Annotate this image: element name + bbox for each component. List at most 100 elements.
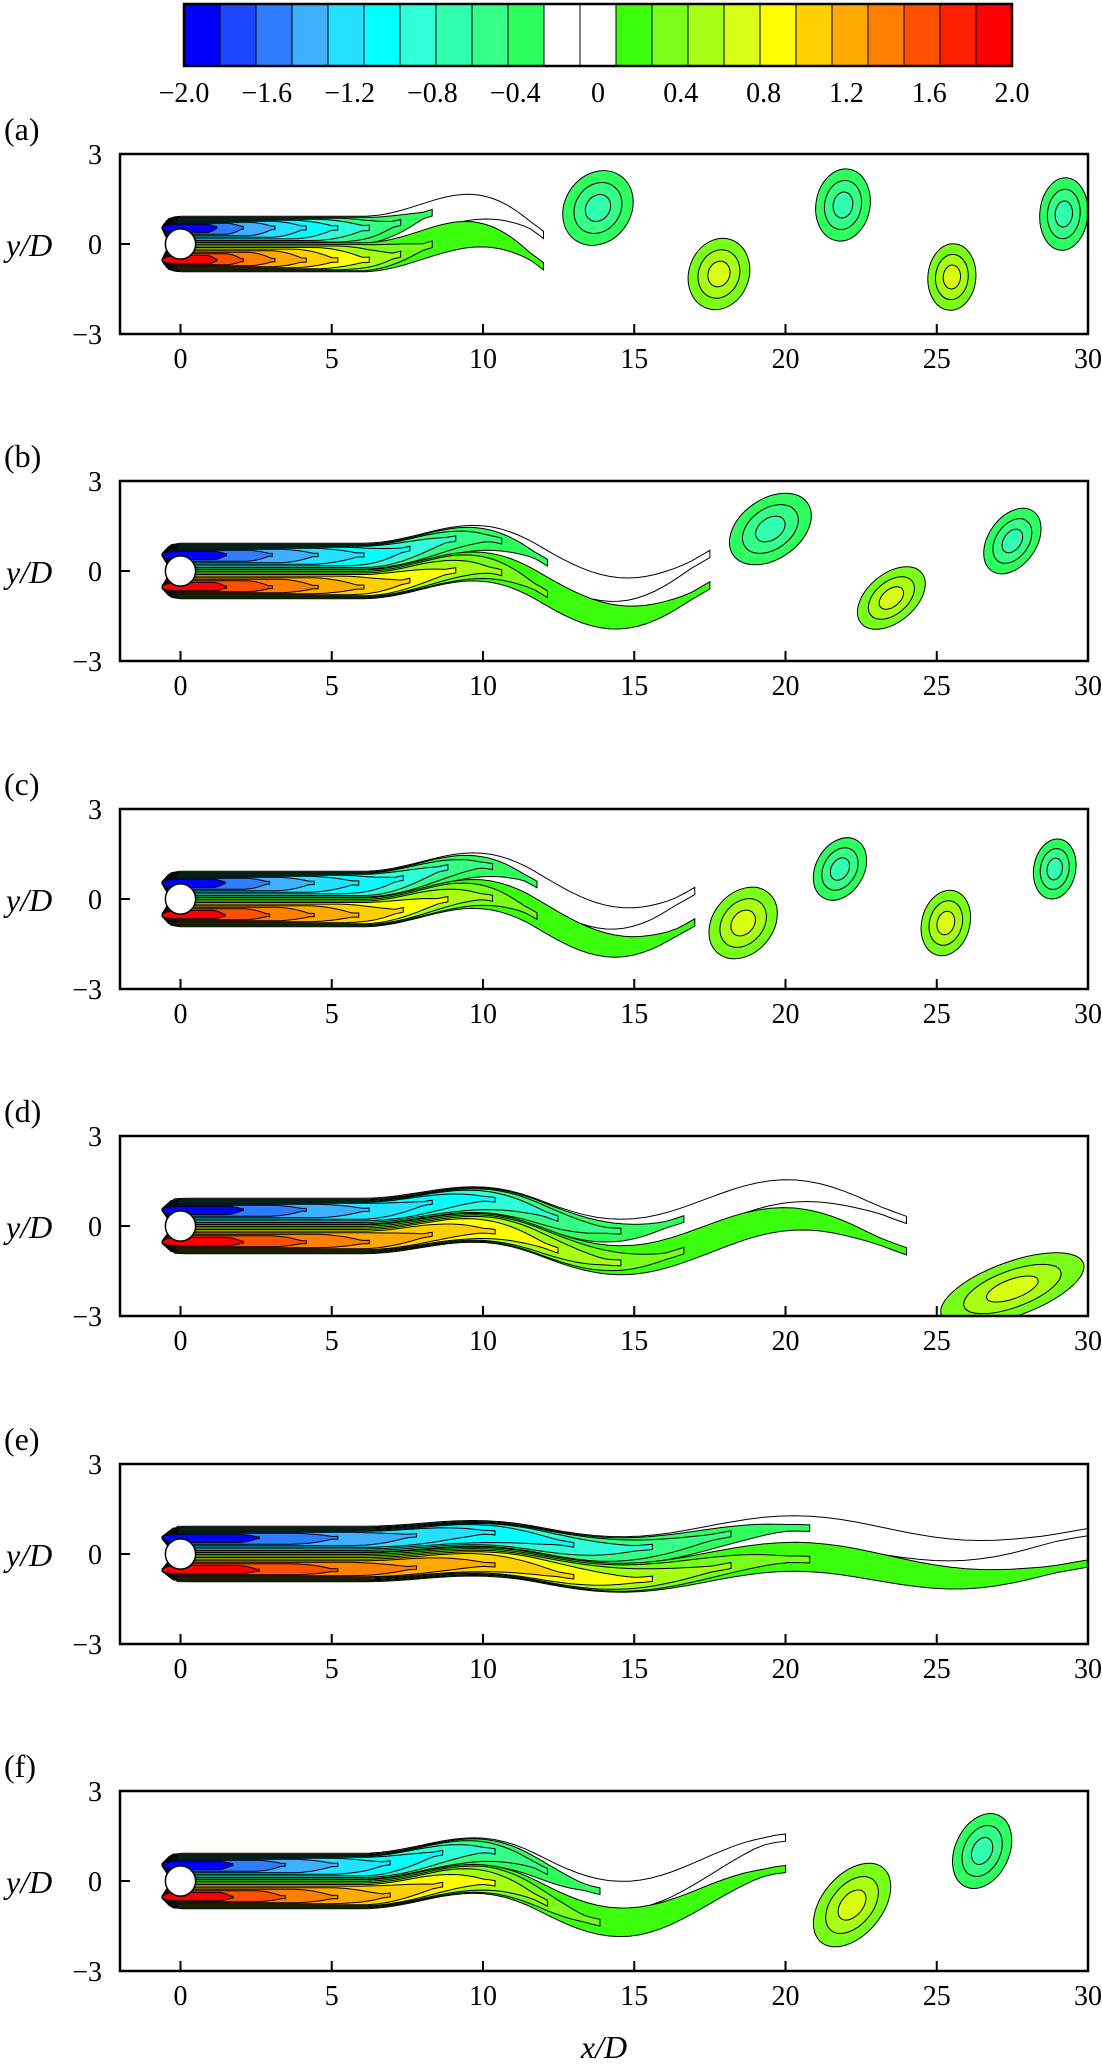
x-tick-label: 5: [325, 671, 339, 702]
colorbar-tick-label: −1.6: [241, 78, 292, 109]
x-tick-label: 5: [325, 999, 339, 1030]
panel-label: (c): [4, 766, 40, 802]
colorbar-swatch: [687, 3, 725, 67]
x-tick-label: 10: [469, 1981, 497, 2012]
colorbar-swatch: [255, 3, 293, 67]
vortex-contour: [1001, 528, 1024, 554]
vortex-contour: [832, 191, 854, 219]
x-tick-label: 0: [174, 999, 188, 1030]
x-tick-label: 20: [772, 999, 800, 1030]
x-tick-label: 10: [469, 1654, 497, 1685]
vortex-contour: [942, 264, 962, 290]
vortex-contour: [837, 1889, 867, 1921]
colorbar-swatch: [867, 3, 905, 67]
x-tick-label: 15: [620, 671, 648, 702]
colorbar-tick-label: 1.2: [829, 78, 864, 109]
vortex-contour: [755, 515, 786, 543]
x-tick-label: 20: [772, 1981, 800, 2012]
vortex-contour: [730, 909, 756, 937]
colorbar: −2.0 −1.6 −1.2 −0.8 −0.4 0 0.4 0.8 1.2 1.6 2.0: [159, 2, 1030, 109]
x-tick-label: 25: [923, 1981, 951, 2012]
cylinder: [164, 555, 197, 587]
x-tick-label: 10: [469, 671, 497, 702]
x-axis-label: x/D: [580, 2029, 627, 2065]
y-tick-label: 0: [88, 1867, 102, 1898]
x-tick-label: 20: [772, 1326, 800, 1357]
contour-field: [161, 492, 1042, 630]
contour-field: [161, 168, 1088, 311]
x-tick-label: 25: [923, 1654, 951, 1685]
vortex-contour: [878, 586, 905, 610]
colorbar-swatch: [651, 3, 689, 67]
x-tick-label: 0: [174, 671, 188, 702]
y-tick-label: 0: [88, 1212, 102, 1243]
x-tick-label: 10: [469, 344, 497, 375]
y-axis-label: y/D: [3, 1537, 52, 1573]
panel-label: (e): [4, 1421, 40, 1457]
colorbar-swatch: [615, 3, 653, 67]
x-tick-label: 5: [325, 1326, 339, 1357]
x-tick-label: 0: [174, 344, 188, 375]
colorbar-swatch: [399, 3, 437, 67]
x-tick-label: 30: [1074, 1326, 1102, 1357]
x-tick-label: 5: [325, 344, 339, 375]
x-tick-label: 30: [1074, 1654, 1102, 1685]
x-tick-label: 10: [469, 999, 497, 1030]
vortex-contour: [1054, 200, 1073, 228]
x-tick-label: 25: [923, 999, 951, 1030]
colorbar-tick-label: −2.0: [159, 78, 210, 109]
vortex-contour: [1046, 857, 1063, 881]
y-tick-label: 3: [88, 1122, 102, 1153]
x-tick-label: 25: [923, 1326, 951, 1357]
colorbar-swatch: [939, 3, 977, 67]
vortex-contour: [707, 260, 731, 288]
x-tick-label: 5: [325, 1981, 339, 2012]
colorbar-tick-label: 2.0: [995, 78, 1030, 109]
y-tick-label: 0: [88, 885, 102, 916]
contour-field: [161, 1515, 1088, 1593]
y-tick-label: 0: [88, 230, 102, 261]
cylinder: [164, 228, 197, 260]
cylinder: [164, 1538, 197, 1570]
x-tick-label: 5: [325, 1654, 339, 1685]
colorbar-tick-label: −1.2: [324, 78, 375, 109]
y-axis-label: y/D: [3, 1209, 52, 1245]
y-tick-label: 0: [88, 1540, 102, 1571]
y-tick-label: −3: [72, 320, 102, 351]
y-tick-label: −3: [72, 1957, 102, 1988]
panel-label: (b): [4, 438, 41, 474]
vortex-contour: [986, 1275, 1039, 1303]
x-tick-label: 20: [772, 671, 800, 702]
colorbar-swatch: [543, 3, 581, 67]
contour-field: [161, 1179, 1085, 1316]
y-tick-label: 3: [88, 1777, 102, 1808]
cylinder: [164, 1210, 197, 1242]
y-tick-label: 3: [88, 795, 102, 826]
colorbar-swatch: [759, 3, 797, 67]
y-axis-label: y/D: [3, 1864, 52, 1900]
x-tick-label: 15: [620, 1326, 648, 1357]
x-tick-label: 15: [620, 1981, 648, 2012]
x-tick-label: 30: [1074, 999, 1102, 1030]
x-tick-label: 0: [174, 1981, 188, 2012]
colorbar-swatch: [435, 3, 473, 67]
colorbar-tick-label: −0.8: [407, 78, 458, 109]
colorbar-frame: [182, 2, 1014, 68]
contour-field: [161, 1813, 1013, 1948]
y-tick-label: 3: [88, 140, 102, 171]
y-tick-label: −3: [72, 975, 102, 1006]
contour-field: [161, 837, 1077, 960]
vortex-contour: [584, 194, 612, 222]
colorbar-swatch: [975, 3, 1013, 67]
x-tick-label: 0: [174, 1654, 188, 1685]
y-tick-label: −3: [72, 647, 102, 678]
x-tick-label: 20: [772, 1654, 800, 1685]
panel-label: (f): [4, 1748, 36, 1784]
colorbar-swatch: [579, 3, 617, 67]
